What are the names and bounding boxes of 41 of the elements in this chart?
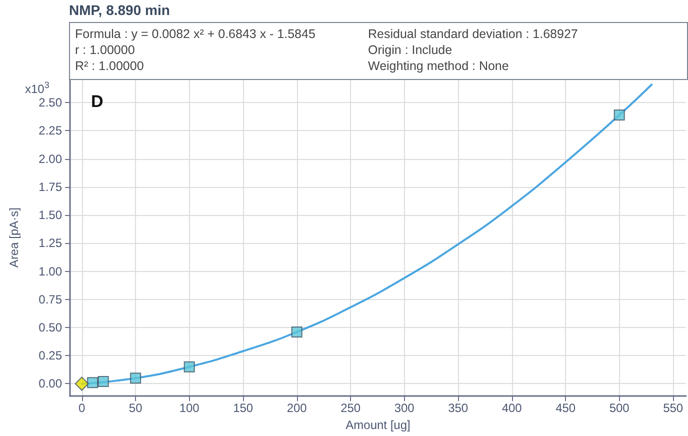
point [98,376,109,387]
x-tick-label: 100 [179,401,200,416]
text: Weighting method : None [368,58,510,74]
x-tick-label: 400 [502,401,522,416]
point [130,372,142,384]
text: x10$^{3}$ [25,80,50,96]
text: Origin : Include [368,42,454,58]
y-tick-label: 1.75 [38,180,62,194]
text: Residual standard deviation : 1.68927 [368,26,578,42]
x-tick-label: 0 [78,401,86,416]
x-tick-label: 500 [609,401,630,416]
point [87,377,98,388]
y-tick-label: 0.50 [38,320,62,335]
x-tick-label: 200 [286,401,308,416]
x-axis-title: Amount [ug] [346,418,410,432]
point [614,109,625,120]
x-tick-label: 550 [663,401,684,416]
point [74,376,89,391]
x-tick-label: 250 [340,401,361,416]
x-tick-label: 300 [394,401,415,416]
y-tick-label: 2.25 [38,124,62,138]
text: r : 1.00000 [75,42,136,58]
point [291,326,302,338]
annotation: D [91,92,104,112]
y-axis-title: Area [pA·s] [7,208,21,268]
y-tick-label: 2.00 [38,152,62,166]
text: R² : 1.00000 [75,58,145,74]
point [184,361,195,372]
y-tick-label: 0.00 [38,376,62,391]
y-tick-label: 1.00 [38,264,62,278]
x-tick-label: 450 [556,401,576,416]
x-tick-label: 50 [128,401,143,416]
y-tick-label: 1.25 [38,236,62,250]
x-tick-label: 150 [233,401,254,416]
y-tick-label: 0.75 [38,292,62,306]
y-tick-label: 2.50 [38,96,62,110]
x-tick-label: 350 [448,401,468,416]
y-tick-label: 1.50 [38,208,62,222]
text: Formula : y = 0.0082 x² + 0.6843 x - 1.5845 [75,26,316,42]
chart-title: NMP, 8.890 min [69,2,170,18]
y-tick-label: 0.25 [38,348,62,363]
